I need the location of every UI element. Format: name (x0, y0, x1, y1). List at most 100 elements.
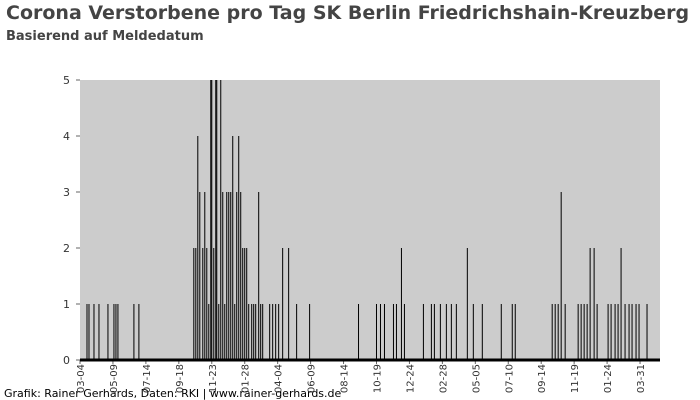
bar (220, 80, 222, 360)
bar (589, 248, 591, 360)
x-tick-label: 07-10 (504, 364, 515, 393)
bar (635, 304, 637, 360)
bar (255, 304, 257, 360)
chart-title: Corona Verstorbene pro Tag SK Berlin Fri… (6, 2, 689, 24)
x-tick-label: 06-09 (307, 364, 318, 393)
bar (610, 304, 612, 360)
bar (577, 304, 579, 360)
x-tick-label: 07-14 (142, 364, 153, 393)
y-tick-label: 0 (63, 354, 70, 367)
bar (514, 304, 516, 360)
bar (234, 304, 236, 360)
bar (564, 304, 566, 360)
bar (422, 304, 424, 360)
bar (288, 248, 290, 360)
bar (138, 304, 140, 360)
bar (617, 304, 619, 360)
bar (260, 304, 262, 360)
bar (439, 304, 441, 360)
bar (98, 304, 100, 360)
bar (232, 136, 234, 360)
x-tick-label: 09-14 (537, 364, 548, 393)
bar (395, 304, 397, 360)
bar (607, 304, 609, 360)
bar (466, 248, 468, 360)
x-tick-label: 08-14 (340, 364, 351, 393)
x-tick-label: 04-04 (274, 364, 285, 393)
bar (383, 304, 385, 360)
bar (586, 304, 588, 360)
bar (222, 192, 224, 360)
bar (202, 248, 204, 360)
bar (450, 304, 452, 360)
bar (358, 304, 360, 360)
y-tick-label: 4 (63, 130, 70, 143)
bar (278, 304, 280, 360)
bar (113, 304, 115, 360)
bar (210, 80, 212, 360)
bar (628, 304, 630, 360)
bar (309, 304, 311, 360)
x-tick-label: 11-23 (208, 364, 219, 393)
bar (224, 304, 226, 360)
x-tick-label: 01-24 (603, 364, 614, 393)
x-tick-label: 02-28 (438, 364, 449, 393)
bar (213, 248, 215, 360)
bar (631, 304, 633, 360)
bar (211, 80, 213, 360)
bar (236, 192, 238, 360)
bar (472, 304, 474, 360)
bar (624, 304, 626, 360)
credit: Grafik: Rainer Gerhards, Daten: RKI | ww… (4, 387, 342, 400)
bar (646, 304, 648, 360)
bar (262, 304, 264, 360)
bar (620, 248, 622, 360)
bar (554, 304, 556, 360)
bar (197, 136, 199, 360)
bar (560, 192, 562, 360)
bar (282, 248, 284, 360)
bar (596, 304, 598, 360)
bar (117, 304, 119, 360)
bar (445, 304, 447, 360)
bar (248, 304, 250, 360)
bar (400, 248, 402, 360)
bar (403, 304, 405, 360)
bar (195, 248, 197, 360)
bar (242, 248, 244, 360)
bar (275, 304, 277, 360)
bar (258, 192, 260, 360)
bar (238, 136, 240, 360)
y-tick-label: 3 (63, 186, 70, 199)
bar (379, 304, 381, 360)
bar (614, 304, 616, 360)
x-tick-label: 12-24 (405, 364, 416, 393)
bar (580, 304, 582, 360)
plot-background (80, 80, 660, 360)
bar (206, 248, 208, 360)
x-tick-label: 11-19 (570, 364, 581, 393)
bar (375, 304, 377, 360)
bar (511, 304, 513, 360)
bar (244, 248, 246, 360)
bar (93, 304, 95, 360)
bar (204, 192, 206, 360)
x-tick-label: 10-19 (372, 364, 383, 393)
bar (392, 304, 394, 360)
bar (638, 304, 640, 360)
bar (86, 304, 88, 360)
bar (246, 248, 248, 360)
bar (296, 304, 298, 360)
bar (88, 304, 90, 360)
bar (218, 304, 220, 360)
bar (193, 248, 195, 360)
bar (226, 192, 228, 360)
bar (500, 304, 502, 360)
x-tick-label: 03-31 (636, 364, 647, 393)
x-tick-label: 01-28 (241, 364, 252, 393)
y-tick-label: 2 (63, 242, 70, 255)
bar (230, 192, 232, 360)
y-tick-label: 1 (63, 298, 70, 311)
bar (593, 248, 595, 360)
x-tick-label: 09-18 (175, 364, 186, 393)
